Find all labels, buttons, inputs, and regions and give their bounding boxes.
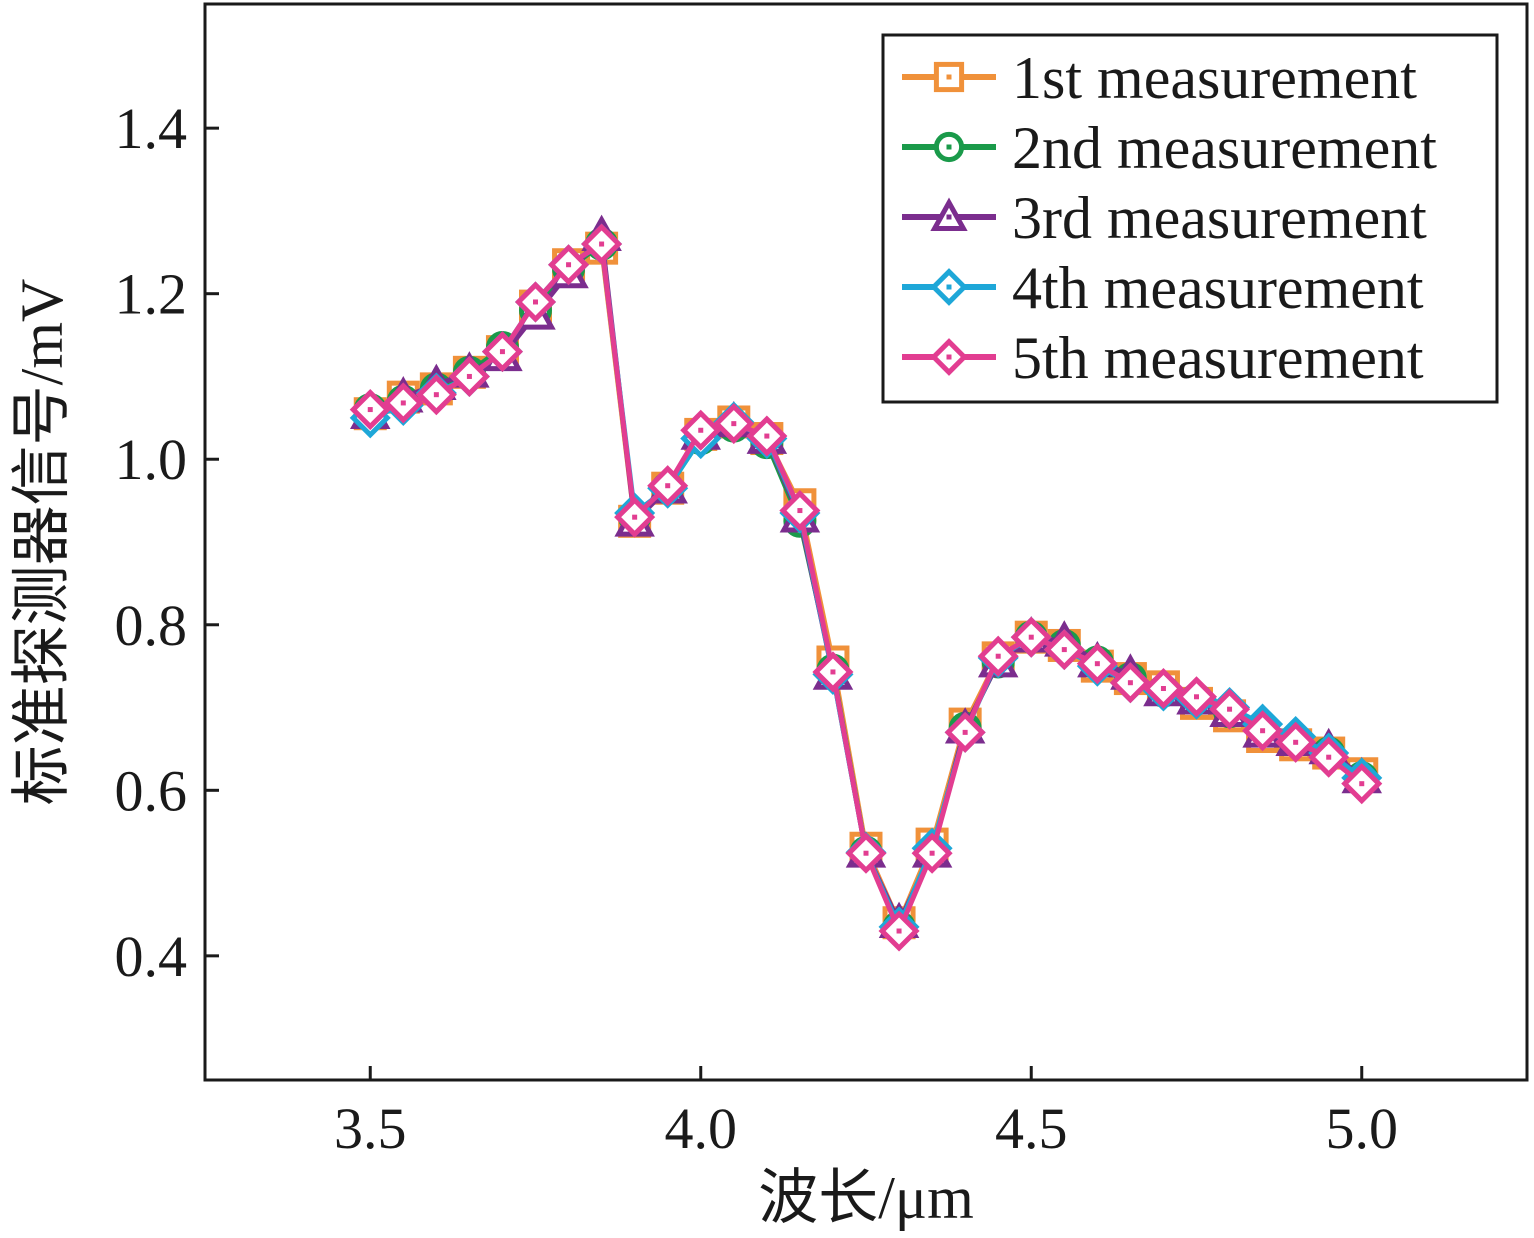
x-tick-label: 5.0 bbox=[1326, 1096, 1399, 1161]
legend-item: 2nd measurement bbox=[902, 115, 1437, 181]
data-point-center bbox=[995, 653, 1001, 659]
data-point-center bbox=[1194, 694, 1199, 700]
legend-label: 2nd measurement bbox=[1012, 115, 1437, 181]
data-point-center bbox=[566, 262, 572, 268]
data-point-center bbox=[1127, 680, 1133, 686]
data-point-center bbox=[1260, 728, 1266, 734]
legend-marker-center bbox=[946, 144, 952, 150]
data-point-center bbox=[1094, 661, 1100, 667]
axis-ticks: 3.5 4.0 4.5 5.0 0.4 0.6 0.8 1.0 1.2 1.4 bbox=[115, 96, 1399, 1161]
series-5 bbox=[349, 223, 1383, 952]
y-tick-label: 0.4 bbox=[115, 924, 188, 989]
data-point-center bbox=[665, 483, 671, 489]
data-point-center bbox=[433, 392, 439, 398]
data-point-center bbox=[599, 241, 605, 247]
x-tick-label: 4.0 bbox=[665, 1096, 738, 1161]
legend-label: 5th measurement bbox=[1012, 325, 1424, 391]
data-point-center bbox=[1293, 739, 1299, 745]
series-layer bbox=[349, 214, 1383, 952]
data-point-center bbox=[863, 850, 869, 856]
legend-label: 3rd measurement bbox=[1012, 185, 1427, 251]
x-axis-label: 波长/μm bbox=[758, 1165, 974, 1231]
y-tick-label: 1.2 bbox=[115, 262, 188, 327]
y-tick-label: 1.0 bbox=[115, 427, 188, 492]
data-point-center bbox=[466, 373, 472, 379]
legend-marker-center bbox=[946, 214, 952, 220]
data-point-center bbox=[929, 850, 935, 856]
y-tick-label: 0.8 bbox=[115, 593, 188, 658]
legend-label: 1st measurement bbox=[1012, 45, 1417, 111]
data-point-center bbox=[764, 433, 770, 439]
data-point-center bbox=[1326, 754, 1332, 760]
legend-label: 4th measurement bbox=[1012, 255, 1424, 321]
data-point-center bbox=[1160, 686, 1166, 692]
data-point-center bbox=[896, 928, 902, 934]
data-point-center bbox=[1359, 781, 1365, 787]
legend-item: 5th measurement bbox=[902, 325, 1424, 391]
legend-item: 4th measurement bbox=[902, 255, 1424, 321]
data-point-center bbox=[533, 299, 538, 305]
data-point-center bbox=[499, 349, 505, 355]
legend-item: 3rd measurement bbox=[902, 185, 1427, 251]
data-point-center bbox=[731, 421, 737, 427]
data-point-center bbox=[698, 427, 704, 433]
data-point-center bbox=[797, 508, 803, 514]
legend-marker-center bbox=[946, 284, 952, 290]
y-axis-label: 标准探测器信号/mV bbox=[9, 279, 75, 806]
data-point-center bbox=[367, 407, 373, 413]
legend-marker-center bbox=[946, 74, 952, 80]
legend-item: 1st measurement bbox=[902, 45, 1417, 111]
data-point-center bbox=[1028, 634, 1034, 640]
data-point-center bbox=[632, 514, 638, 520]
x-tick-label: 3.5 bbox=[334, 1096, 407, 1161]
plot-frame bbox=[203, 2, 1529, 1082]
y-tick-label: 0.6 bbox=[115, 758, 188, 823]
legend-marker-center bbox=[946, 354, 952, 360]
y-tick-label: 1.4 bbox=[115, 96, 188, 161]
x-tick-label: 4.5 bbox=[995, 1096, 1068, 1161]
data-point-center bbox=[400, 400, 406, 406]
data-point-center bbox=[962, 729, 968, 735]
data-point-center bbox=[1061, 647, 1067, 653]
data-point-center bbox=[1227, 706, 1233, 712]
data-point-center bbox=[830, 669, 836, 675]
